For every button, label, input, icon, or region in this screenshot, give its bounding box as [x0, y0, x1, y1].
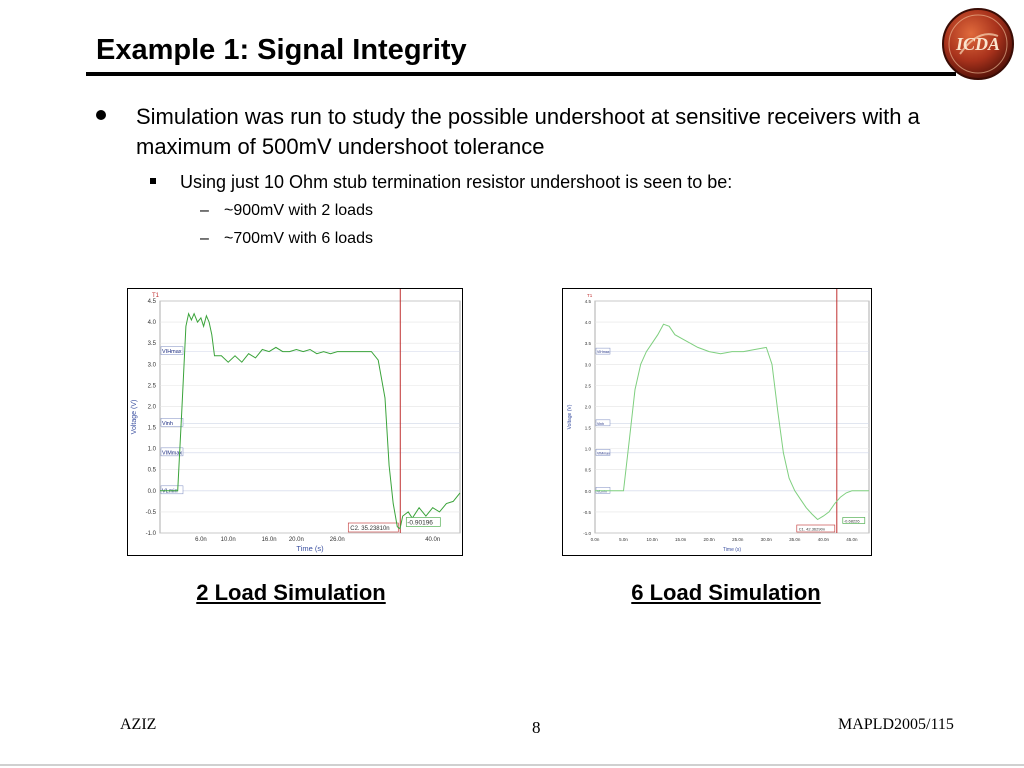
caption-2-load: 2 Load Simulation	[196, 580, 386, 605]
simulation-chart-2-load: 4.5 4.0 3.5 3.0 2.5 2.0 1.5 1.0 0.5 0.0 -0.5 -1.0 6.…	[127, 288, 463, 556]
sub-sub-bullet-2: – ~700mV with 6 loads	[200, 228, 373, 250]
x-tick-label: 20.0n	[704, 537, 716, 542]
threshold-label: Vinh	[597, 422, 604, 426]
footer-page-number: 8	[532, 718, 541, 737]
y-tick-label: 1.5	[148, 426, 157, 432]
title-underline	[86, 72, 956, 76]
y-tick-label: 2.5	[585, 383, 592, 388]
x-tick-label: 0.0n	[591, 537, 600, 542]
x-tick-label: 26.0n	[330, 537, 345, 543]
simulation-chart-6-load: 4.5 4.0 3.5 3.0 2.5 2.0 1.5 1.0 0.5 0.0 -0.5 -1.00.…	[562, 288, 872, 556]
x-tick-label: 10.0n	[646, 537, 658, 542]
x-tick-label: 6.0n	[195, 537, 207, 543]
footer-reference: MAPLD2005/115	[838, 716, 954, 733]
y-tick-label: 0.5	[585, 468, 592, 473]
x-axis-title: Time (s)	[723, 547, 741, 553]
x-tick-label: 40.0n	[425, 537, 440, 543]
threshold-label: VIMmax	[162, 450, 182, 456]
value-label: -0.90196	[407, 519, 433, 526]
threshold-label: Vinh	[162, 421, 173, 427]
y-tick-label: 3.5	[148, 341, 157, 347]
marker-t1: T1	[152, 293, 160, 299]
plot-area	[594, 300, 870, 534]
x-tick-label: 45.0n	[846, 537, 858, 542]
cursor-label-box	[796, 524, 836, 533]
cursor-label: C1. 42.36290n	[799, 527, 825, 532]
x-tick-label: 35.0n	[789, 537, 801, 542]
footer-divider	[0, 764, 1024, 766]
slide-title: Example 1: Signal Integrity	[96, 34, 467, 66]
y-tick-label: 4.5	[585, 299, 592, 304]
y-tick-label: 1.5	[585, 426, 592, 431]
threshold-marker	[160, 447, 184, 457]
icda-logo: ICDA	[942, 8, 1014, 80]
x-tick-label: 30.0n	[761, 537, 773, 542]
bullet-dash: –	[200, 202, 209, 219]
threshold-marker	[595, 347, 611, 355]
y-axis-title: Voltage (V)	[131, 400, 138, 435]
y-tick-label: 4.0	[148, 320, 157, 326]
y-tick-label: -0.5	[583, 510, 591, 515]
y-tick-label: 0.0	[148, 489, 157, 495]
main-bullet: Simulation was run to study the possible…	[96, 102, 996, 162]
bullet-dot	[96, 110, 106, 120]
y-tick-label: 3.0	[148, 362, 157, 368]
y-tick-label: 3.0	[585, 362, 592, 367]
y-tick-label: 0.5	[148, 468, 157, 474]
y-tick-label: 4.0	[585, 320, 592, 325]
x-tick-label: 15.0n	[675, 537, 687, 542]
y-tick-label: 3.5	[585, 341, 592, 346]
y-tick-label: 2.0	[148, 404, 157, 410]
threshold-marker	[160, 346, 184, 355]
y-tick-label: 0.0	[585, 489, 592, 494]
x-tick-label: 10.0n	[221, 537, 236, 543]
cursor-label: C2. 35.23810n	[350, 526, 389, 532]
y-tick-label: -0.5	[146, 510, 157, 516]
threshold-marker	[595, 449, 611, 456]
y-tick-label: 1.0	[585, 447, 592, 452]
x-tick-label: 25.0n	[732, 537, 744, 542]
value-label: -0.68226	[844, 518, 861, 523]
threshold-marker	[160, 418, 184, 427]
y-axis-title: Voltage (V)	[567, 404, 573, 429]
plot-area	[159, 300, 461, 534]
main-bullet-text: Simulation was run to study the possible…	[136, 104, 920, 159]
y-tick-label: -1.0	[583, 531, 591, 536]
threshold-label: VLmin	[597, 489, 607, 493]
bullet-square	[150, 178, 156, 184]
sub-bullet: Using just 10 Ohm stub termination resis…	[150, 170, 732, 194]
y-tick-label: 2.5	[148, 383, 157, 389]
logo-lettering: ICDA	[955, 34, 1000, 54]
caption-6-load: 6 Load Simulation	[631, 580, 821, 605]
voltage-series-line	[160, 312, 461, 530]
threshold-marker	[595, 419, 611, 427]
threshold-label: VIHmax	[597, 350, 610, 354]
sub-sub-bullet-text: ~900mV with 2 loads	[224, 202, 373, 219]
threshold-label: VIMmax	[597, 451, 610, 455]
y-tick-label: 1.0	[148, 447, 157, 453]
value-label-box	[405, 517, 441, 527]
voltage-series-line	[595, 323, 869, 521]
threshold-label: VLmin	[162, 488, 178, 494]
sub-sub-bullet-1: – ~900mV with 2 loads	[200, 200, 373, 222]
footer-author: AZIZ	[120, 716, 157, 733]
x-axis-title: Time (s)	[296, 544, 324, 553]
y-tick-label: 4.5	[148, 299, 157, 305]
threshold-label: VIHmax	[162, 349, 182, 355]
sub-sub-bullet-text: ~700mV with 6 loads	[224, 230, 373, 247]
y-tick-label: 2.0	[585, 404, 592, 409]
x-tick-label: 5.0n	[619, 537, 628, 542]
x-tick-label: 16.0n	[262, 537, 277, 543]
value-label-box	[842, 517, 866, 524]
x-tick-label: 20.0n	[289, 537, 304, 543]
x-tick-label: 40.0n	[818, 537, 830, 542]
marker-t1: T1	[587, 293, 593, 298]
threshold-marker	[160, 485, 184, 495]
y-tick-label: -1.0	[146, 531, 157, 537]
bullet-dash: –	[200, 230, 209, 247]
sub-bullet-text: Using just 10 Ohm stub termination resis…	[180, 172, 733, 192]
